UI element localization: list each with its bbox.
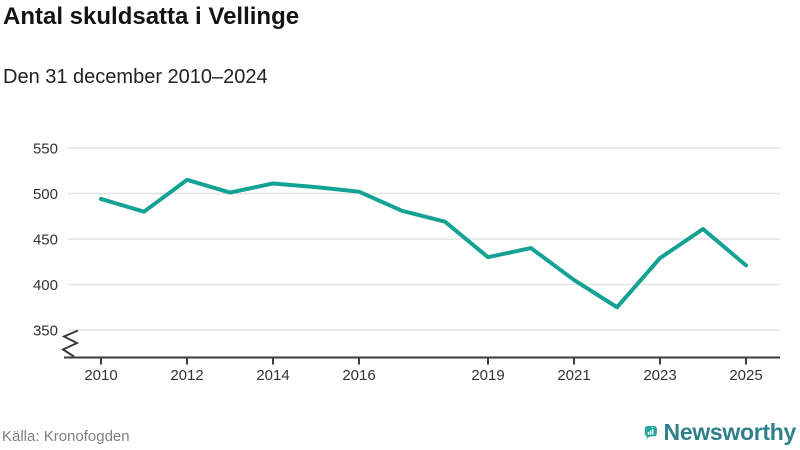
- newsworthy-chart-bubble-icon: [644, 425, 657, 440]
- y-tick-label: 500: [33, 186, 58, 203]
- x-tick-label: 2025: [729, 367, 762, 384]
- x-tick-label: 2016: [342, 367, 375, 384]
- x-tick-label: 2023: [643, 367, 676, 384]
- x-tick-label: 2014: [256, 367, 289, 384]
- brand-name: Newsworthy: [663, 419, 797, 445]
- newsworthy-logo: Newsworthy: [644, 414, 796, 450]
- axis-break-icon: [60, 329, 80, 358]
- y-tick-label: 450: [33, 232, 58, 249]
- x-tick-label: 2019: [471, 367, 504, 384]
- y-tick-label: 400: [33, 277, 58, 294]
- chart-subtitle: Den 31 december 2010–2024: [3, 66, 268, 88]
- data-line-series: [99, 177, 748, 310]
- y-tick-label: 550: [33, 141, 58, 158]
- source-note: Källa: Kronofogden: [2, 428, 130, 445]
- y-tick-label: 350: [33, 323, 58, 340]
- page-title: Antal skuldsatta i Vellinge: [3, 3, 300, 30]
- x-tick-label: 2021: [557, 367, 590, 384]
- x-tick-label: 2012: [170, 367, 203, 384]
- x-tick-label: 2010: [84, 367, 117, 384]
